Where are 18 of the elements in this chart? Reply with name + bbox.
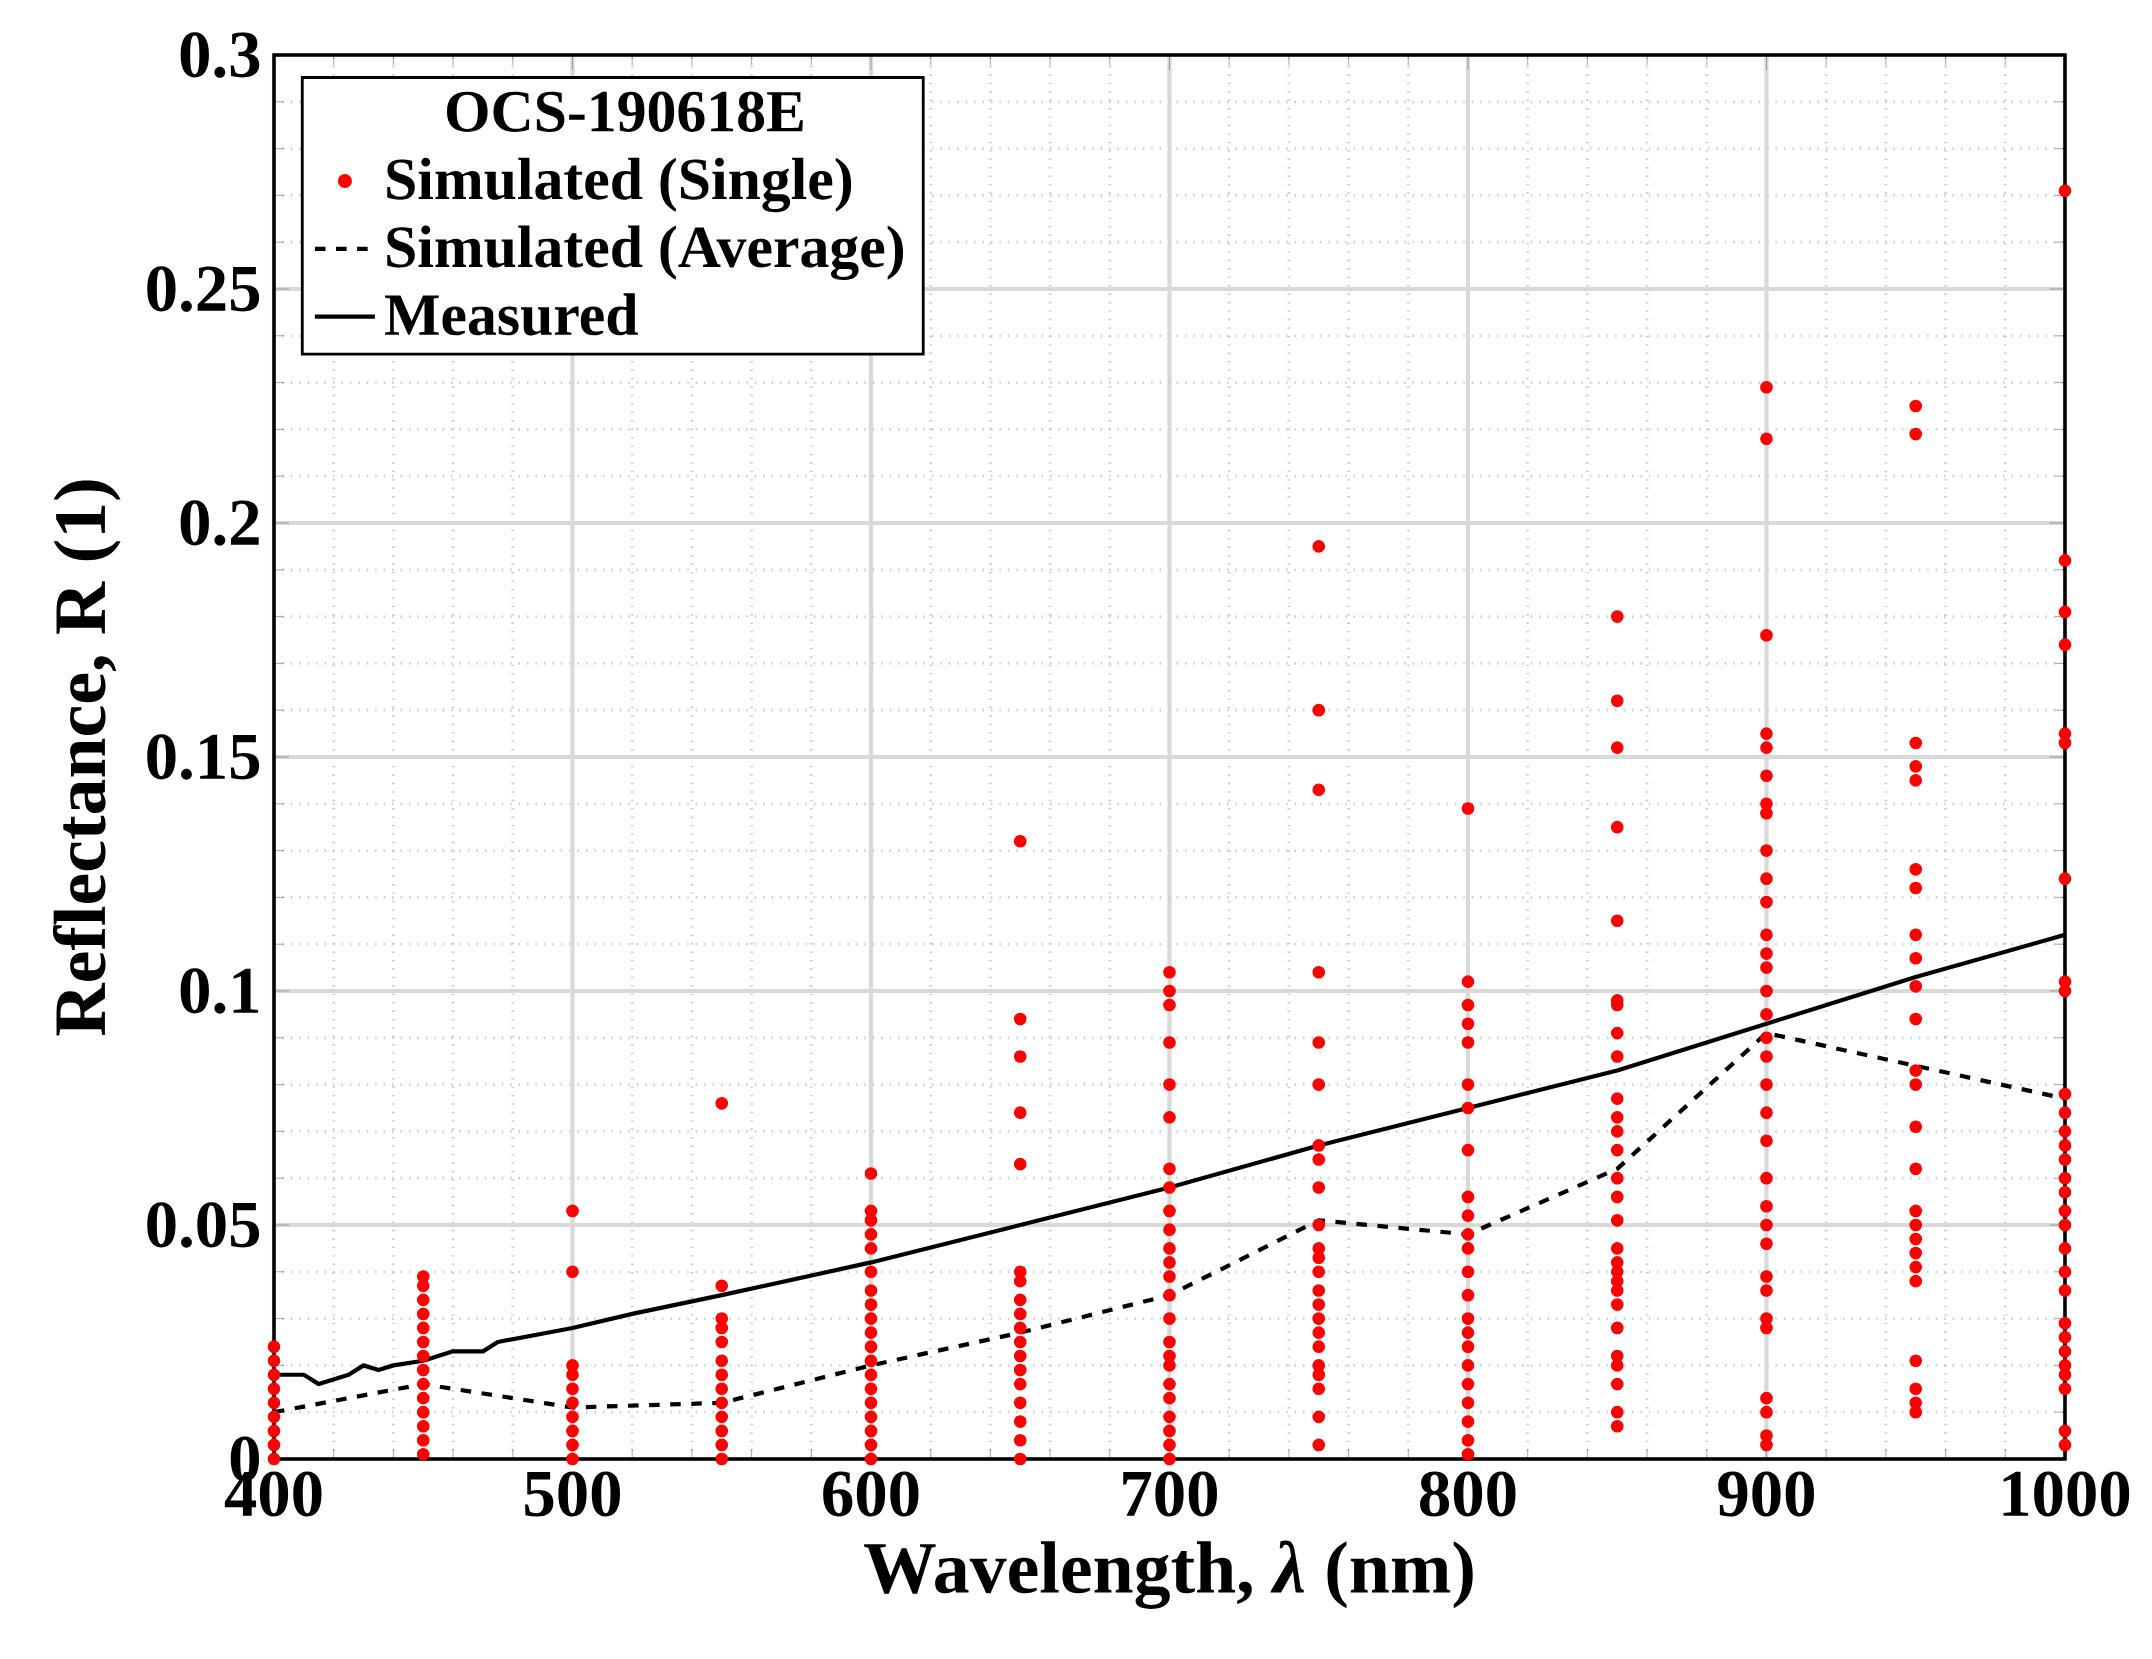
y-tick-label: 0.2 bbox=[180, 500, 259, 546]
legend-label: Simulated (Average) bbox=[387, 225, 904, 281]
y-tick-label: 0.3 bbox=[180, 32, 260, 78]
x-axis-title: Wavelength, λ (nm) bbox=[864, 1540, 1473, 1609]
y-tick-label: 0.25 bbox=[147, 266, 260, 312]
x-tick-label: 600 bbox=[823, 1471, 919, 1517]
x-tick-label: 700 bbox=[1123, 1471, 1217, 1517]
legend-label: Simulated (Single) bbox=[387, 157, 852, 213]
x-tick-label: 500 bbox=[525, 1471, 620, 1517]
x-tick-label: 1000 bbox=[2003, 1471, 2130, 1517]
y-tick-label: 0.05 bbox=[147, 1202, 260, 1248]
y-tick-label: 0.15 bbox=[147, 734, 260, 780]
x-tick-label: 900 bbox=[1718, 1471, 1814, 1517]
x-tick-label: 800 bbox=[1420, 1471, 1516, 1517]
y-tick-label: 0.1 bbox=[180, 968, 259, 1014]
y-axis-title: Reflectance, R (1) bbox=[52, 480, 121, 1036]
legend-label: Measured bbox=[385, 293, 638, 336]
legend-title: OCS-190618E bbox=[446, 91, 803, 132]
